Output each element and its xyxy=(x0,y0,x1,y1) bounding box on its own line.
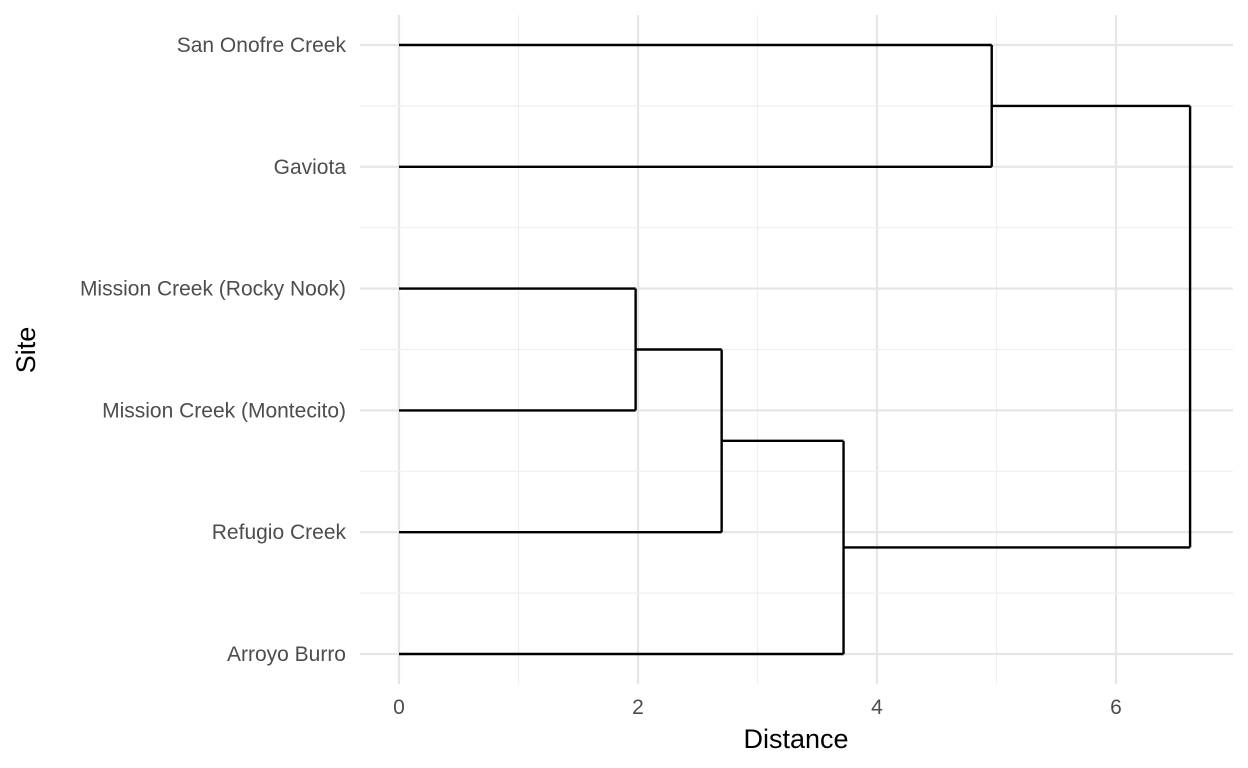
y-tick-label: San Onofre Creek xyxy=(177,34,347,57)
x-tick-label: 4 xyxy=(871,696,883,719)
grid xyxy=(360,15,1233,684)
x-tick-label: 2 xyxy=(632,696,644,719)
x-tick-label: 0 xyxy=(393,696,405,719)
dendrogram-branches xyxy=(399,43,1192,656)
x-axis-title: Distance xyxy=(743,724,848,754)
y-axis-title: Site xyxy=(11,327,41,374)
x-tick-label: 6 xyxy=(1110,696,1122,719)
y-tick-label: Arroyo Burro xyxy=(227,643,346,666)
y-axis-tick-labels: San Onofre Creek Gaviota Mission Creek (Ro… xyxy=(80,34,347,666)
y-tick-label: Refugio Creek xyxy=(212,521,347,544)
y-tick-label: Gaviota xyxy=(274,156,347,179)
x-axis-tick-labels: 0 2 4 6 xyxy=(393,696,1122,719)
y-tick-label: Mission Creek (Montecito) xyxy=(102,399,346,422)
y-tick-label: Mission Creek (Rocky Nook) xyxy=(80,278,346,301)
